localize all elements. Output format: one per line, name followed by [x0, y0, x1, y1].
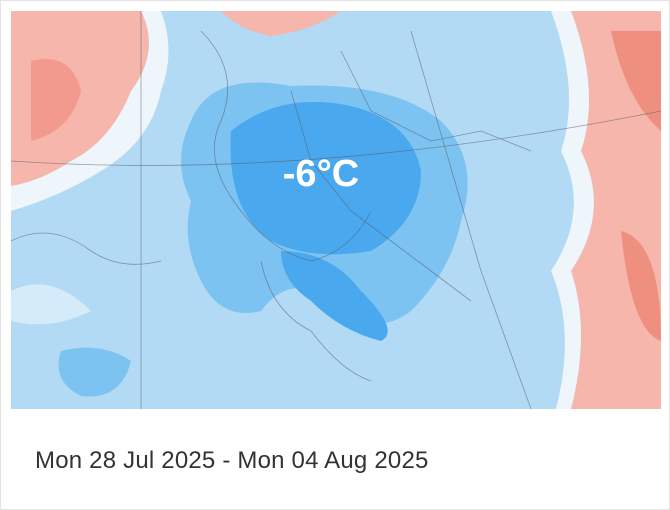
- warm-core-southeast: [621, 231, 661, 341]
- light-region-southwest: [11, 284, 91, 325]
- warm-core-east: [611, 31, 661, 131]
- cold-core: [230, 101, 421, 255]
- cold-core-italy: [281, 251, 388, 341]
- date-range: Mon 28 Jul 2025 - Mon 04 Aug 2025: [35, 447, 429, 474]
- warm-region-west: [11, 11, 149, 186]
- warm-core-west: [31, 59, 81, 141]
- country-borders: [11, 11, 661, 409]
- cold-region-iberia: [58, 347, 131, 397]
- anomaly-label: -6°C: [283, 153, 359, 195]
- neutral-band-east: [551, 11, 594, 409]
- neutral-band-west: [11, 11, 169, 211]
- warm-region-north: [221, 11, 341, 36]
- anomaly-map: -6°C: [11, 11, 661, 409]
